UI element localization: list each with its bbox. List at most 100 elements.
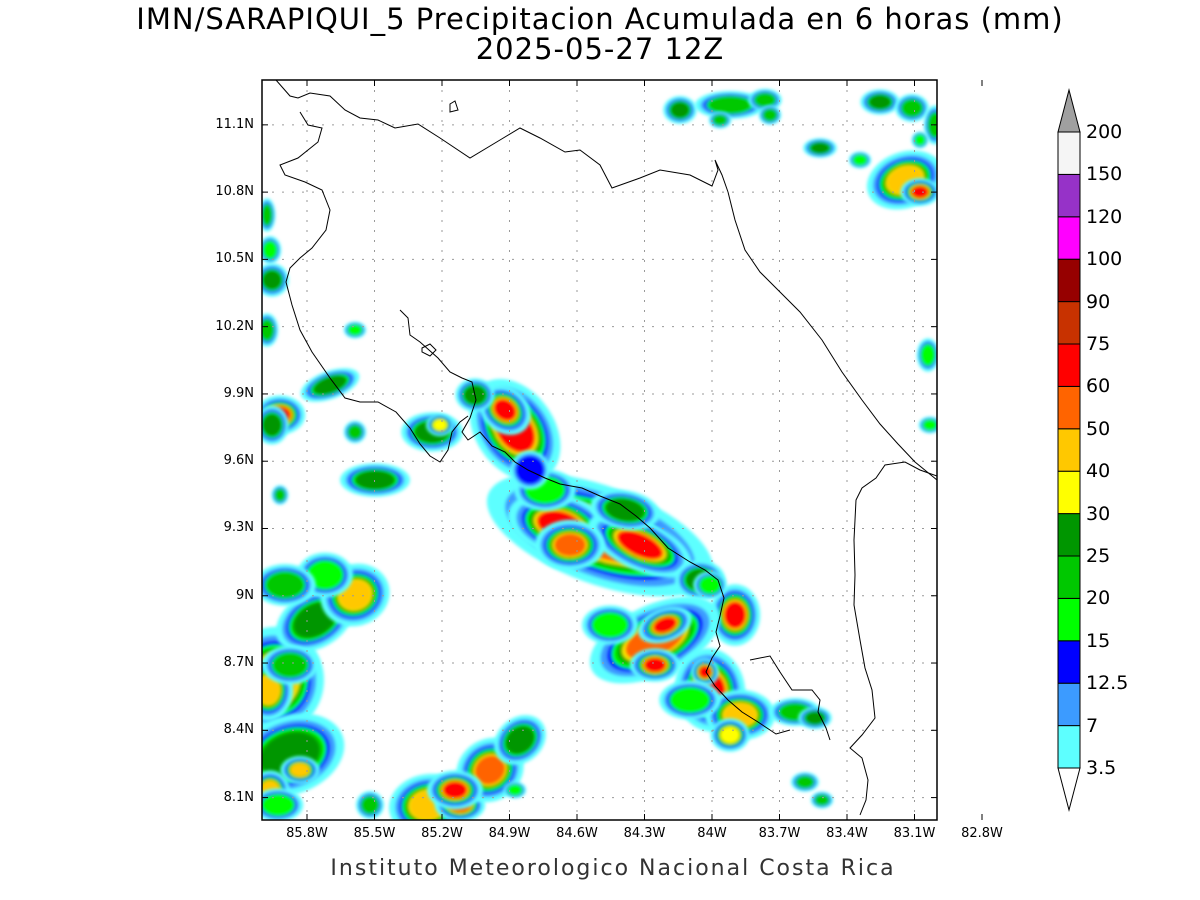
colorbar-label: 100 bbox=[1086, 248, 1123, 271]
rain-contour bbox=[606, 498, 644, 522]
rain-contour bbox=[262, 240, 278, 260]
rain-cell bbox=[262, 645, 318, 685]
lat-label: 8.7N bbox=[223, 655, 254, 671]
rain-cell bbox=[710, 718, 750, 752]
colorbar-segment bbox=[1057, 385, 1081, 430]
rain-contour bbox=[554, 533, 586, 557]
lat-label: 9.6N bbox=[223, 453, 254, 469]
lat-label: 10.8N bbox=[215, 184, 254, 200]
nicoya-coast bbox=[262, 80, 469, 463]
colorbar-segment bbox=[1057, 555, 1081, 599]
lon-label: 84.6W bbox=[556, 826, 598, 841]
colorbar-label: 90 bbox=[1086, 290, 1111, 313]
colorbar-segment bbox=[1057, 301, 1081, 345]
rain-contour bbox=[474, 755, 506, 785]
rain-cell bbox=[262, 313, 279, 347]
rain-cell bbox=[709, 584, 761, 646]
rain-cell bbox=[426, 413, 454, 437]
lat-label: 8.1N bbox=[223, 789, 254, 805]
rain-cell bbox=[895, 94, 929, 122]
rain-contour bbox=[670, 102, 690, 118]
rain-cell bbox=[503, 781, 527, 799]
rain-contour bbox=[494, 399, 516, 421]
rain-contour bbox=[796, 776, 814, 788]
colorbar-segment bbox=[1057, 343, 1081, 387]
rain-contour bbox=[262, 270, 282, 290]
lon-label: 85.2W bbox=[421, 826, 463, 841]
rain-contour bbox=[763, 109, 777, 121]
gulf-island bbox=[421, 343, 437, 357]
rain-cell bbox=[918, 416, 937, 434]
golfito-coast bbox=[749, 655, 831, 741]
rain-contour bbox=[262, 319, 274, 341]
pacific-coast bbox=[399, 309, 791, 735]
colorbar-segment bbox=[1057, 470, 1081, 515]
lat-label: 11.1N bbox=[215, 116, 254, 132]
rain-cell bbox=[860, 89, 900, 115]
rain-cell bbox=[356, 791, 384, 819]
rain-contour bbox=[713, 114, 727, 126]
colorbar-max-arrow bbox=[1057, 88, 1081, 133]
rain-cell bbox=[798, 706, 832, 730]
colorbar-label: 60 bbox=[1086, 375, 1111, 398]
map-background bbox=[262, 80, 937, 820]
rain-cell bbox=[748, 88, 782, 112]
rain-contour bbox=[348, 425, 362, 439]
lat-label: 10.2N bbox=[215, 318, 254, 334]
rain-cell bbox=[280, 756, 320, 784]
rain-cell bbox=[343, 321, 367, 339]
colorbar-segment bbox=[1057, 428, 1081, 472]
coastline-borders bbox=[262, 80, 937, 816]
axis-ticks bbox=[262, 80, 983, 820]
panama-border bbox=[849, 461, 937, 816]
rain-cell bbox=[900, 178, 937, 206]
rain-cell bbox=[343, 420, 367, 444]
rain-contour bbox=[911, 186, 929, 198]
rain-cell bbox=[262, 564, 316, 606]
lon-label: 82.8W bbox=[961, 826, 1003, 841]
lon-label: 83.1W bbox=[893, 826, 936, 841]
rain-contour bbox=[262, 675, 280, 705]
lake-island bbox=[449, 100, 459, 113]
colorbar-label: 30 bbox=[1086, 502, 1111, 525]
colorbar-segment bbox=[1057, 725, 1081, 769]
colorbar-label: 7 bbox=[1086, 714, 1099, 737]
rain-contour bbox=[591, 611, 629, 639]
map-frame bbox=[261, 79, 938, 821]
rain-contour bbox=[266, 572, 304, 598]
rain-contour bbox=[618, 531, 662, 559]
lon-label: 85.8W bbox=[286, 826, 328, 841]
rain-contour bbox=[361, 796, 379, 814]
lon-label: 84.9W bbox=[488, 826, 531, 841]
lon-label: 83.4W bbox=[826, 826, 868, 841]
rain-contour bbox=[698, 575, 722, 595]
rain-cell bbox=[629, 648, 681, 682]
colorbar-label: 15 bbox=[1086, 629, 1111, 652]
rain-contour bbox=[852, 154, 868, 166]
rain-cell bbox=[758, 105, 782, 125]
rain-contour bbox=[273, 653, 307, 677]
colorbar-segment bbox=[1057, 513, 1081, 557]
colorbar-label: 150 bbox=[1086, 163, 1123, 186]
rain-contour bbox=[306, 560, 344, 590]
colorbar-label: 200 bbox=[1086, 121, 1123, 143]
rain-cell bbox=[494, 715, 546, 765]
rain-contour bbox=[262, 414, 282, 436]
rain-cell bbox=[803, 138, 837, 158]
rain-contour bbox=[505, 726, 535, 754]
colorbar-segment bbox=[1057, 258, 1081, 303]
rain-cell bbox=[916, 338, 937, 372]
rain-contour bbox=[653, 617, 677, 633]
rain-contour bbox=[669, 686, 711, 714]
rain-cell bbox=[262, 198, 276, 232]
rain-cell bbox=[791, 772, 819, 792]
rain-contour bbox=[901, 99, 923, 117]
lon-label: 84W bbox=[697, 826, 727, 841]
colorbar-label: 50 bbox=[1086, 417, 1111, 440]
rain-contour bbox=[922, 419, 937, 431]
rain-contour bbox=[810, 142, 830, 154]
rain-cell bbox=[638, 606, 692, 644]
lon-label: 85.5W bbox=[353, 826, 396, 841]
rain-contour bbox=[443, 781, 467, 799]
colorbar-label: 40 bbox=[1086, 460, 1111, 483]
